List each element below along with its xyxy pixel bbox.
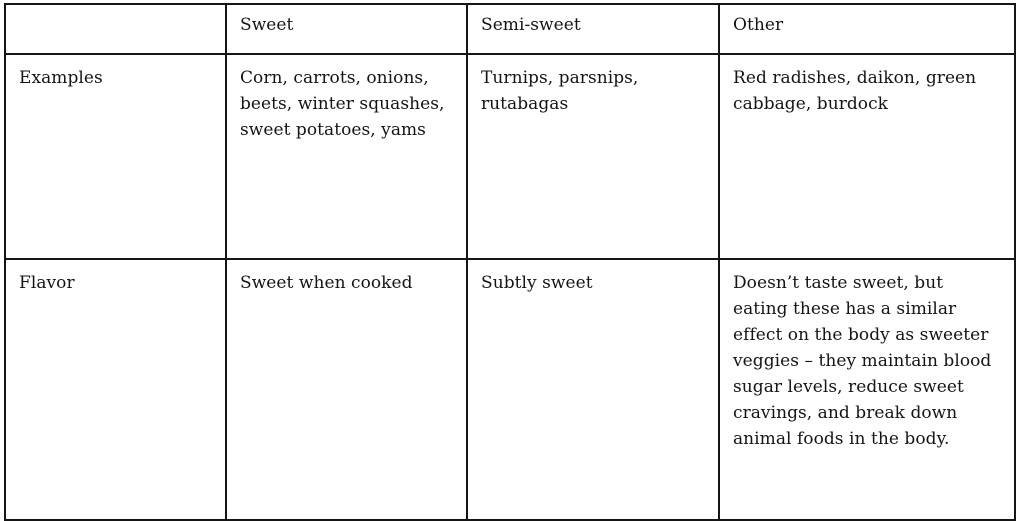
table-header-row: Sweet Semi-sweet Other <box>4 3 1016 55</box>
document-canvas: Sweet Semi-sweet Other Examples Corn, ca… <box>4 3 1016 521</box>
row-label-examples: Examples <box>19 68 103 88</box>
table-row-flavor: Flavor Sweet when cooked Subtly sweet Do… <box>4 258 1016 521</box>
header-cell-corner <box>4 3 227 55</box>
header-cell-sweet: Sweet <box>225 3 468 55</box>
header-label-semi-sweet: Semi-sweet <box>481 15 581 35</box>
row-header-examples: Examples <box>4 53 227 260</box>
header-cell-other: Other <box>718 3 1016 55</box>
cell-text-flavor-semi-sweet: Subtly sweet <box>481 273 593 293</box>
header-cell-semi-sweet: Semi-sweet <box>466 3 720 55</box>
row-header-flavor: Flavor <box>4 258 227 521</box>
cell-text-examples-other: Red radishes, daikon, green cabbage, bur… <box>733 68 977 114</box>
cell-flavor-other: Doesn’t taste sweet, but eating these ha… <box>718 258 1016 521</box>
cell-examples-sweet: Corn, carrots, onions, beets, winter squ… <box>225 53 468 260</box>
header-label-sweet: Sweet <box>240 15 294 35</box>
cell-flavor-semi-sweet: Subtly sweet <box>466 258 720 521</box>
cell-examples-other: Red radishes, daikon, green cabbage, bur… <box>718 53 1016 260</box>
cell-text-examples-semi-sweet: Turnips, parsnips, rutabagas <box>481 68 639 114</box>
vegetable-sweetness-table: Sweet Semi-sweet Other Examples Corn, ca… <box>4 3 1016 521</box>
header-label-other: Other <box>733 15 784 35</box>
table-row-examples: Examples Corn, carrots, onions, beets, w… <box>4 53 1016 260</box>
cell-flavor-sweet: Sweet when cooked <box>225 258 468 521</box>
cell-text-flavor-sweet: Sweet when cooked <box>240 273 413 293</box>
cell-examples-semi-sweet: Turnips, parsnips, rutabagas <box>466 53 720 260</box>
cell-text-examples-sweet: Corn, carrots, onions, beets, winter squ… <box>240 68 445 140</box>
cell-text-flavor-other: Doesn’t taste sweet, but eating these ha… <box>733 273 992 449</box>
row-label-flavor: Flavor <box>19 273 75 293</box>
